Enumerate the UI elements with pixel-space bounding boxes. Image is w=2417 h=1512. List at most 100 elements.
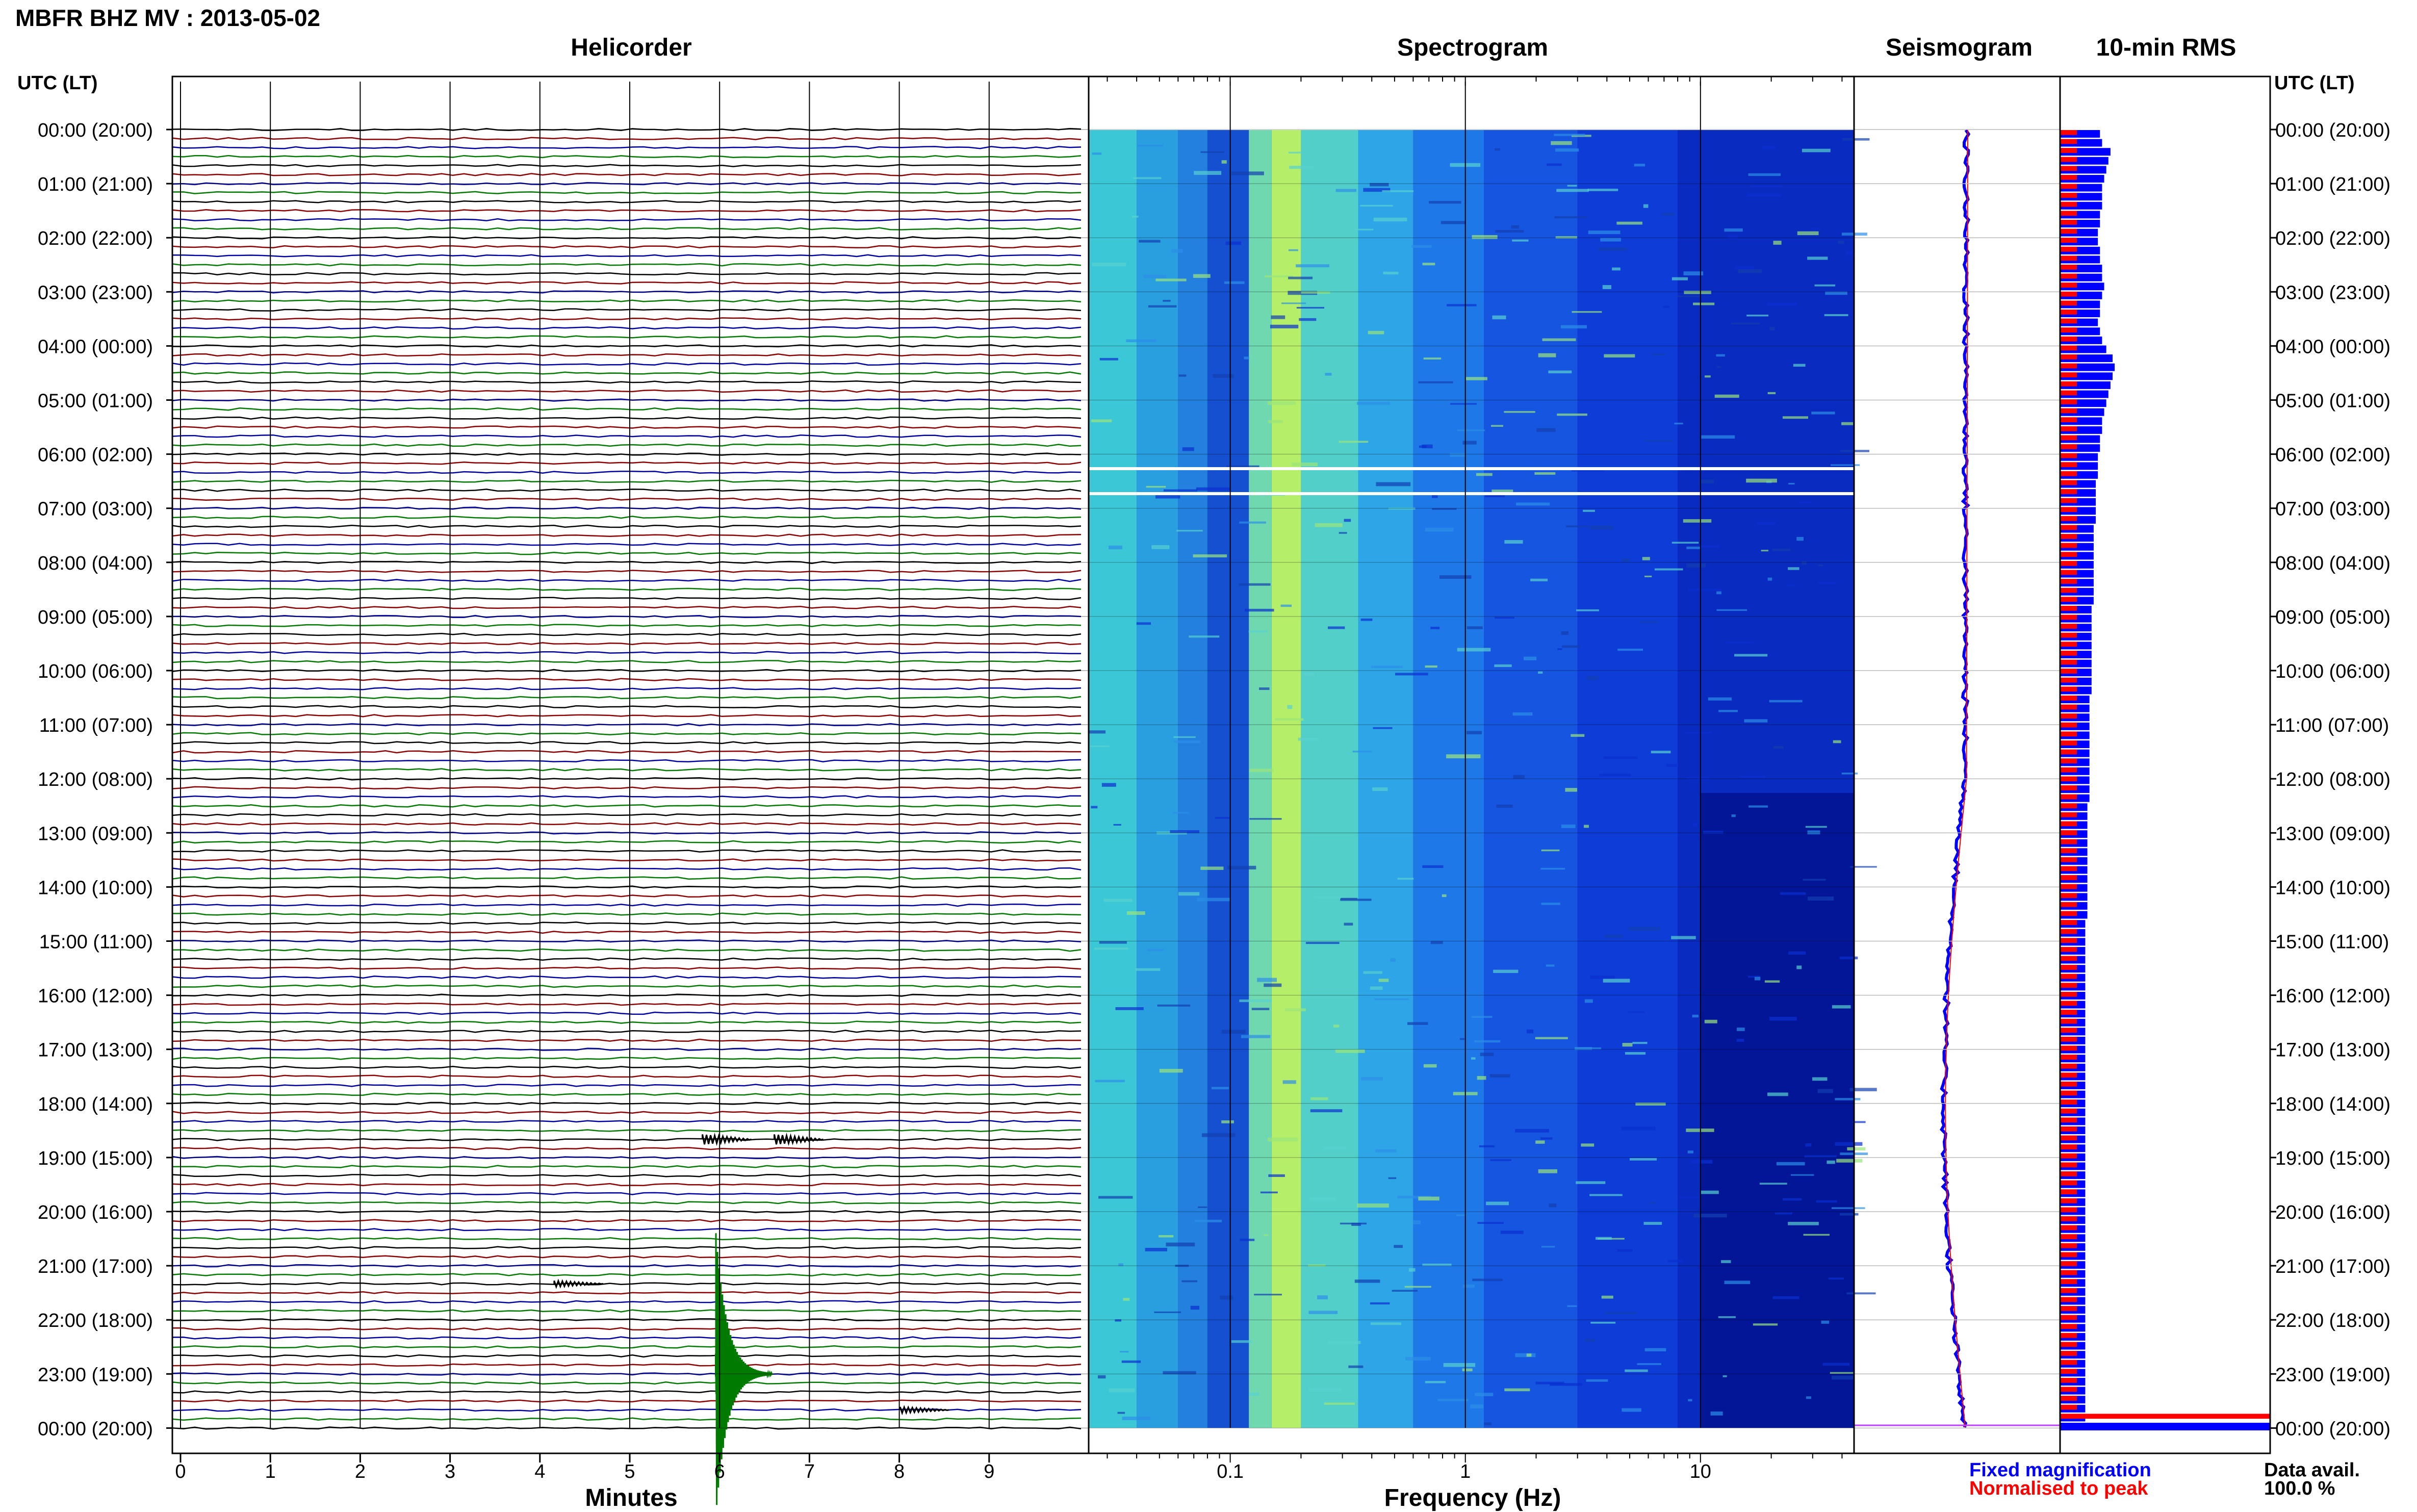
helicorder-trace xyxy=(171,696,1082,700)
spectrogram-speckle xyxy=(1701,435,1735,439)
helicorder-trace xyxy=(171,894,1082,898)
helicorder-trace xyxy=(171,1020,1082,1024)
helicorder-trace xyxy=(171,578,1082,582)
spectrogram-speckle xyxy=(1588,230,1621,235)
helicorder-trace xyxy=(171,849,1082,853)
spectrogram-speckle xyxy=(1200,151,1224,153)
rms-bar-normalised xyxy=(2060,1037,2077,1042)
spectrogram-speckle xyxy=(1602,285,1611,289)
rms-bar-normalised xyxy=(2060,597,2077,602)
spectrogram-speckle xyxy=(1159,1069,1183,1073)
spectrogram-speckle xyxy=(1099,357,1118,361)
spectrogram-speckle xyxy=(1472,1278,1503,1282)
spectrogram-speckle xyxy=(1526,1029,1534,1034)
rms-bar-normalised xyxy=(2060,1351,2077,1356)
spectrogram-speckle xyxy=(1576,1181,1606,1184)
spectrogram-speckle xyxy=(1360,204,1393,207)
spectrogram-speckle xyxy=(1394,1245,1403,1248)
spectrogram-speckle xyxy=(1490,1074,1510,1078)
spectrogram-speckle xyxy=(1363,188,1391,192)
spectrogram-speckle xyxy=(1248,630,1268,633)
spectrogram-speckle xyxy=(1474,1040,1501,1043)
spectrogram-speckle xyxy=(1504,411,1535,413)
spectrogram-speckle xyxy=(1211,1087,1229,1090)
spectrogram-speckle xyxy=(1551,141,1572,145)
spectrogram-speckle xyxy=(1171,249,1183,253)
rms-bar-normalised xyxy=(2060,1270,2077,1275)
rms-bar-normalised xyxy=(2060,354,2077,360)
spectrogram-speckle xyxy=(1621,558,1630,562)
spectrogram-speckle xyxy=(1757,522,1776,525)
helicorder-trace xyxy=(172,597,1082,600)
spectrogram-speckle xyxy=(1494,664,1512,668)
spectrogram-speckle xyxy=(1155,495,1180,499)
spectrogram-speckle xyxy=(1541,849,1560,852)
spectrogram-speckle xyxy=(1644,575,1652,577)
helicorder-trace xyxy=(171,425,1082,429)
spectrogram-speckle xyxy=(1324,1402,1355,1405)
rms-bar-normalised xyxy=(2060,1306,2077,1311)
spectrogram-speckle xyxy=(1547,163,1562,166)
spectrogram-speckle xyxy=(1635,1103,1666,1106)
spectrogram-speckle xyxy=(1308,1388,1342,1392)
spectrogram-speckle xyxy=(1189,635,1220,638)
spectrogram-speckle xyxy=(1148,305,1177,308)
time-label-right: 07:00 (03:00) xyxy=(2275,499,2390,520)
spectrogram-speckle xyxy=(1260,1191,1278,1194)
spectrogram-speckle xyxy=(1118,1263,1124,1266)
rms-bar-normalised xyxy=(2060,920,2077,925)
time-label-left: 00:00 (20:00) xyxy=(38,1418,153,1440)
rms-bar-normalised xyxy=(2060,875,2077,880)
rms-frame xyxy=(2059,75,2271,1454)
time-label-right: 08:00 (04:00) xyxy=(2275,553,2390,574)
spectrogram-speckle xyxy=(1422,865,1444,868)
spectrogram-speckle xyxy=(1523,656,1537,660)
time-label-right: 05:00 (01:00) xyxy=(2275,391,2390,412)
spectrogram-speckle xyxy=(1376,482,1411,486)
spectrogram-speckle xyxy=(1335,1049,1365,1053)
spectrogram-speckle xyxy=(1831,1207,1865,1209)
rms-bar-normalised xyxy=(2060,471,2077,476)
time-label-right: 17:00 (13:00) xyxy=(2275,1040,2390,1061)
helicorder-event xyxy=(702,1133,752,1146)
helicorder-trace xyxy=(171,750,1081,754)
spectrogram-speckle xyxy=(1467,626,1483,629)
spectrogram-speckle xyxy=(1373,727,1393,729)
spectrogram-speckle xyxy=(1143,274,1167,278)
spectrogram-speckle xyxy=(1534,472,1556,475)
spectrogram-speckle xyxy=(1772,1296,1799,1299)
helicorder-trace xyxy=(171,1146,1082,1150)
spectrogram-speckle xyxy=(1535,1140,1545,1144)
spectrogram-speckle xyxy=(1642,557,1650,560)
spectrogram-speckle xyxy=(1348,1365,1364,1368)
spectrogram-speckle xyxy=(1836,1159,1863,1163)
spectrogram-speckle xyxy=(1495,148,1500,151)
rms-bar-normalised xyxy=(2060,139,2077,144)
spectrogram-speckle xyxy=(1674,422,1683,425)
spectrogram-speckle xyxy=(1554,134,1585,136)
spectrogram-speckle xyxy=(1166,1242,1195,1247)
spectrogram-speckle xyxy=(1423,357,1442,360)
helicorder-trace xyxy=(171,858,1082,862)
spectrogram-speckle xyxy=(1193,274,1211,278)
rms-bar-normalised xyxy=(2060,462,2077,468)
rms-bar-normalised xyxy=(2060,1360,2077,1365)
helicorder-trace xyxy=(171,1381,1082,1385)
spectrogram-speckle xyxy=(1200,866,1224,870)
spectrogram-speckle xyxy=(1267,401,1296,405)
spectrogram-speckle xyxy=(1301,291,1330,294)
helicorder-xlabel: Minutes xyxy=(585,1484,678,1511)
spectrogram-speckle xyxy=(1430,941,1443,944)
time-label-right: 22:00 (18:00) xyxy=(2275,1310,2390,1331)
spectrogram-speckle xyxy=(1181,1280,1198,1283)
helicorder-trace xyxy=(171,867,1082,871)
rms-bar-normalised xyxy=(2060,1001,2077,1006)
spectrogram-speckle xyxy=(1151,545,1170,549)
spectrogram-speckle xyxy=(1590,525,1614,530)
spectrogram-speckle xyxy=(1803,1234,1830,1236)
spectrogram-speckle xyxy=(1811,412,1835,415)
helicorder-trace xyxy=(171,263,1082,267)
spectrogram-speckle xyxy=(1340,1222,1367,1225)
rms-bar-normalised xyxy=(2060,803,2077,808)
time-label-left: 07:00 (03:00) xyxy=(38,499,153,520)
